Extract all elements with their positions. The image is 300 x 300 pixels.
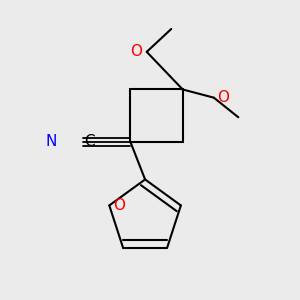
Text: O: O xyxy=(113,198,125,213)
Text: C: C xyxy=(85,134,95,149)
Text: N: N xyxy=(45,134,57,149)
Text: O: O xyxy=(130,44,142,59)
Text: O: O xyxy=(217,90,229,105)
